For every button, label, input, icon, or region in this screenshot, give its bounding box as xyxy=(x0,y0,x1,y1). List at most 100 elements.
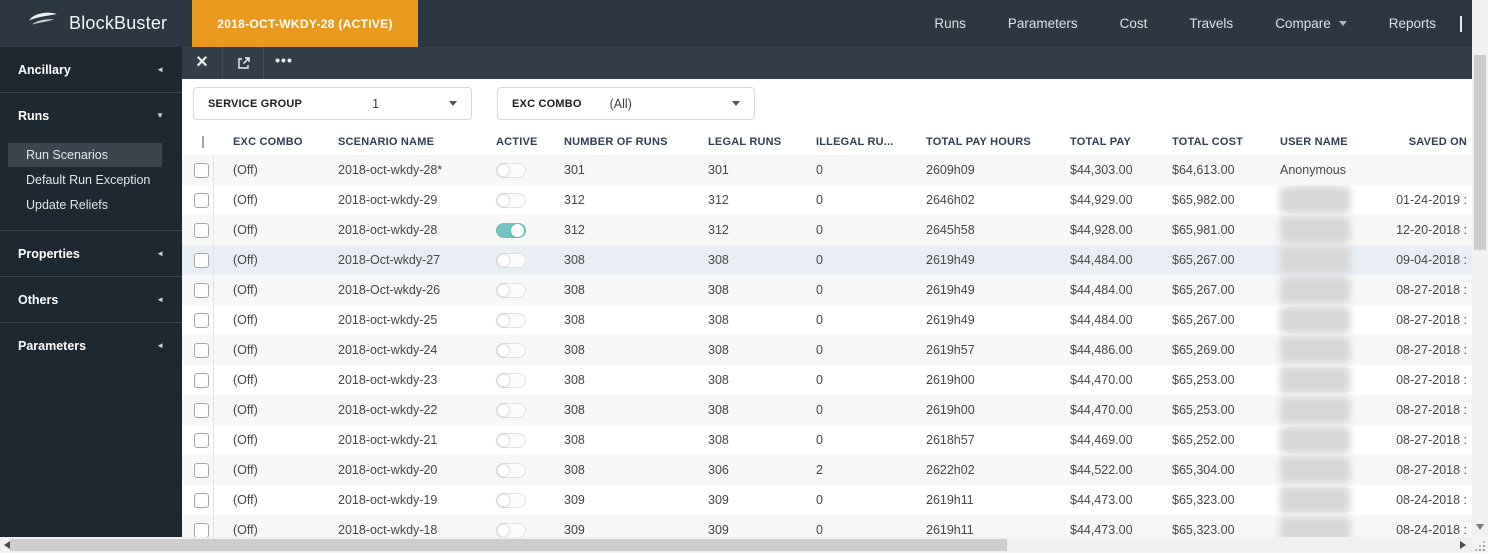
active-toggle[interactable] xyxy=(496,312,526,328)
active-toggle[interactable] xyxy=(496,522,526,537)
sidebar-divider xyxy=(0,276,182,277)
sidebar-section-parameters[interactable]: Parameters ◄ xyxy=(0,323,182,368)
cell-active xyxy=(488,215,556,245)
row-checkbox[interactable] xyxy=(194,492,209,508)
sidebar-item-run-scenarios[interactable]: Run Scenarios xyxy=(8,143,162,167)
cell-total-pay-hours: 2619h11 xyxy=(926,493,974,507)
sidebar-section-others[interactable]: Others ◄ xyxy=(0,277,182,322)
table-row[interactable]: (Off) 2018-Oct-wkdy-26 308 308 0 2619h49… xyxy=(182,275,1472,305)
active-toggle[interactable] xyxy=(496,462,526,478)
col-saved-on[interactable]: SAVED ON xyxy=(1408,135,1467,148)
cell-user-name xyxy=(1272,425,1392,455)
table-row[interactable]: (Off) 2018-oct-wkdy-24 308 308 0 2619h57… xyxy=(182,335,1472,365)
scroll-left-button[interactable] xyxy=(0,537,14,553)
active-toggle[interactable] xyxy=(496,492,526,508)
col-number-of-runs[interactable]: NUMBER OF RUNS xyxy=(564,135,668,148)
nav-reports[interactable]: Reports xyxy=(1388,16,1436,31)
table-row[interactable]: (Off) 2018-Oct-wkdy-27 308 308 0 2619h49… xyxy=(182,245,1472,275)
table-row[interactable]: (Off) 2018-oct-wkdy-19 309 309 0 2619h11… xyxy=(182,485,1472,515)
redacted-user-blur xyxy=(1280,486,1350,514)
service-group-dropdown[interactable]: SERVICE GROUP 1 xyxy=(193,87,472,120)
cell-number-of-runs: 312 xyxy=(564,193,585,207)
select-all-checkbox[interactable] xyxy=(202,135,204,148)
table-row[interactable]: (Off) 2018-oct-wkdy-20 308 306 2 2622h02… xyxy=(182,455,1472,485)
horizontal-scrollbar[interactable] xyxy=(0,537,1472,553)
cell-total-cost: $64,613.00 xyxy=(1172,163,1235,177)
table-row[interactable]: (Off) 2018-oct-wkdy-28 312 312 0 2645h58… xyxy=(182,215,1472,245)
col-total-pay[interactable]: TOTAL PAY xyxy=(1070,135,1132,148)
row-checkbox[interactable] xyxy=(194,522,209,537)
table-row[interactable]: (Off) 2018-oct-wkdy-18 309 309 0 2619h11… xyxy=(182,515,1472,537)
cell-total-cost: $65,253.00 xyxy=(1172,373,1235,387)
active-scenario-tab[interactable]: 2018-OCT-WKDY-28 (ACTIVE) xyxy=(192,0,418,47)
row-checkbox[interactable] xyxy=(194,282,209,298)
brand[interactable]: BlockBuster xyxy=(26,0,167,47)
col-total-pay-hours[interactable]: TOTAL PAY HOURS xyxy=(926,135,1031,148)
row-checkbox[interactable] xyxy=(194,402,209,418)
horizontal-scrollbar-thumb[interactable] xyxy=(10,539,1007,551)
cell-saved-on: 08-24-2018 : xyxy=(1396,493,1467,507)
nav-compare[interactable]: Compare xyxy=(1275,16,1347,31)
row-checkbox[interactable] xyxy=(194,462,209,478)
redacted-user-blur xyxy=(1280,216,1350,244)
active-toggle[interactable] xyxy=(496,402,526,418)
col-legal-runs[interactable]: LEGAL RUNS xyxy=(708,135,782,148)
col-active[interactable]: ACTIVE xyxy=(496,135,538,148)
redacted-user-blur xyxy=(1280,456,1350,484)
nav-cost[interactable]: Cost xyxy=(1119,16,1148,31)
row-checkbox[interactable] xyxy=(194,342,209,358)
table-row[interactable]: (Off) 2018-oct-wkdy-28* 301 301 0 2609h0… xyxy=(182,155,1472,185)
col-total-cost[interactable]: TOTAL COST xyxy=(1172,135,1244,148)
row-checkbox[interactable] xyxy=(194,372,209,388)
close-button[interactable]: × xyxy=(182,47,222,79)
table-row[interactable]: (Off) 2018-oct-wkdy-29 312 312 0 2646h02… xyxy=(182,185,1472,215)
col-illegal-runs[interactable]: ILLEGAL RU... xyxy=(816,135,894,148)
active-toggle[interactable] xyxy=(496,162,526,178)
sidebar-section-ancillary[interactable]: Ancillary ◄ xyxy=(0,47,182,92)
open-external-icon xyxy=(237,56,250,69)
table-row[interactable]: (Off) 2018-oct-wkdy-22 308 308 0 2619h00… xyxy=(182,395,1472,425)
row-checkbox[interactable] xyxy=(194,252,209,268)
sidebar-section-runs[interactable]: Runs ▼ xyxy=(0,93,182,138)
more-options-button[interactable]: ••• xyxy=(264,47,304,79)
exc-combo-dropdown[interactable]: EXC COMBO (All) xyxy=(497,87,755,120)
active-toggle[interactable] xyxy=(496,252,526,268)
scroll-down-button[interactable] xyxy=(1472,519,1488,535)
chevron-down-icon xyxy=(732,101,740,106)
row-checkbox[interactable] xyxy=(194,192,209,208)
open-external-button[interactable] xyxy=(223,47,263,79)
active-toggle[interactable] xyxy=(496,192,526,208)
active-toggle[interactable] xyxy=(496,282,526,298)
sidebar-section-properties[interactable]: Properties ◄ xyxy=(0,231,182,276)
cell-checkbox xyxy=(182,455,225,485)
vertical-scrollbar[interactable] xyxy=(1472,0,1488,537)
resize-grip[interactable] xyxy=(1483,549,1485,551)
col-user-name[interactable]: USER NAME xyxy=(1280,135,1348,148)
table-row[interactable]: (Off) 2018-oct-wkdy-21 308 308 0 2618h57… xyxy=(182,425,1472,455)
active-toggle[interactable] xyxy=(496,432,526,448)
row-checkbox[interactable] xyxy=(194,432,209,448)
nav-parameters[interactable]: Parameters xyxy=(1007,16,1078,31)
active-toggle[interactable] xyxy=(496,372,526,388)
cell-total-pay: $44,484.00 xyxy=(1070,283,1133,297)
row-checkbox[interactable] xyxy=(194,312,209,328)
nav-travels[interactable]: Travels xyxy=(1189,16,1234,31)
sidebar-section-label: Others xyxy=(18,293,59,307)
table-row[interactable]: (Off) 2018-oct-wkdy-23 308 308 0 2619h00… xyxy=(182,365,1472,395)
active-toggle[interactable] xyxy=(496,342,526,358)
col-scenario-name[interactable]: SCENARIO NAME xyxy=(338,135,435,148)
row-checkbox[interactable] xyxy=(194,222,209,238)
nav-runs[interactable]: Runs xyxy=(934,16,966,31)
table-row[interactable]: (Off) 2018-oct-wkdy-25 308 308 0 2619h49… xyxy=(182,305,1472,335)
redacted-user-blur xyxy=(1280,336,1350,364)
vertical-scrollbar-thumb[interactable] xyxy=(1474,55,1486,250)
row-checkbox[interactable] xyxy=(194,162,209,178)
scroll-right-button[interactable] xyxy=(1456,537,1470,553)
active-toggle[interactable] xyxy=(496,222,526,238)
cell-legal-runs: 308 xyxy=(708,283,729,297)
sidebar-item-update-reliefs[interactable]: Update Reliefs xyxy=(26,198,108,212)
col-exc-combo[interactable]: EXC COMBO xyxy=(233,135,303,148)
cell-legal-runs: 306 xyxy=(708,463,729,477)
sidebar-item-default-run-exception[interactable]: Default Run Exception xyxy=(26,173,151,187)
cell-user-name: Anonymous xyxy=(1272,155,1392,185)
